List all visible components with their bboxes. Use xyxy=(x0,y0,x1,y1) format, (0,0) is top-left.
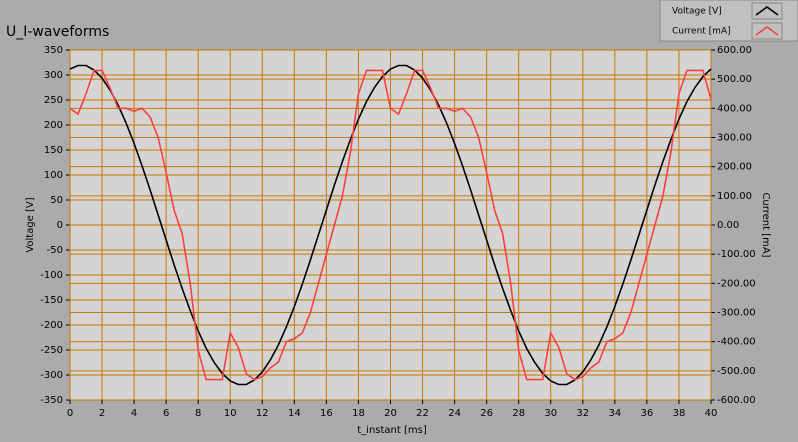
y-tick-label: 50 xyxy=(50,195,63,206)
series-line xyxy=(69,64,712,386)
legend-label: Voltage [V] xyxy=(672,7,722,17)
y2-tick-label: 0.00 xyxy=(717,220,739,231)
x-tick-label: 4 xyxy=(131,408,137,419)
x-tick-label: 26 xyxy=(480,408,493,419)
y-tick-label: -100 xyxy=(40,270,63,281)
y-tick-label: 200 xyxy=(44,120,63,131)
x-tick-label: 18 xyxy=(352,408,365,419)
y2-tick-label: -200.00 xyxy=(717,278,756,289)
y-tick-label: 0 xyxy=(57,220,63,231)
y2-tick-label: 100.00 xyxy=(717,191,752,202)
x-tick-label: 12 xyxy=(256,408,269,419)
y-tick-label: -50 xyxy=(47,245,63,256)
x-tick-label: 8 xyxy=(195,408,201,419)
x-tick-label: 14 xyxy=(288,408,301,419)
y-tick-label: 250 xyxy=(44,95,63,106)
y2-tick-label: 500.00 xyxy=(717,74,752,85)
y2-tick-label: -100.00 xyxy=(717,249,756,260)
x-tick-label: 10 xyxy=(224,408,237,419)
y-tick-label: -200 xyxy=(40,320,63,331)
y2-tick-label: 400.00 xyxy=(717,103,752,114)
x-tick-label: 28 xyxy=(512,408,525,419)
x-tick-label: 38 xyxy=(673,408,686,419)
y2-tick-label: -400.00 xyxy=(717,337,756,348)
y-tick-label: -150 xyxy=(40,295,63,306)
x-tick-label: 0 xyxy=(67,408,73,419)
chart-title: U_I-waveforms xyxy=(6,24,109,40)
legend-label: Current [mA] xyxy=(672,27,731,37)
y-tick-label: -250 xyxy=(40,345,63,356)
y-tick-label: 300 xyxy=(44,70,63,81)
x-tick-label: 16 xyxy=(320,408,333,419)
y2-tick-label: -600.00 xyxy=(717,395,756,406)
x-tick-label: 36 xyxy=(641,408,654,419)
x-tick-label: 22 xyxy=(416,408,429,419)
legend-swatch-box xyxy=(751,22,783,40)
x-tick-label: 32 xyxy=(576,408,589,419)
y-tick-label: 150 xyxy=(44,145,63,156)
y-tick-label: -350 xyxy=(40,395,63,406)
y2-tick-label: -500.00 xyxy=(717,366,756,377)
y2-tick-label: 600.00 xyxy=(717,45,752,56)
x-tick-label: 30 xyxy=(544,408,557,419)
x-tick-label: 34 xyxy=(608,408,621,419)
legend-swatch xyxy=(755,26,779,36)
y2-axis-label: Current [mA] xyxy=(760,192,771,257)
x-axis-label: t_instant [ms] xyxy=(357,425,427,436)
y2-tick-label: 200.00 xyxy=(717,162,752,173)
x-tick-label: 2 xyxy=(99,408,105,419)
x-tick-label: 40 xyxy=(705,408,718,419)
y-tick-label: 100 xyxy=(44,170,63,181)
y2-tick-label: 300.00 xyxy=(717,133,752,144)
y-tick-label: -300 xyxy=(40,370,63,381)
y-axis-label: Voltage [V] xyxy=(25,197,36,252)
legend-swatch xyxy=(755,6,779,16)
x-tick-label: 20 xyxy=(384,408,397,419)
legend-swatch-box xyxy=(751,2,783,20)
x-tick-label: 6 xyxy=(163,408,169,419)
y2-tick-label: -300.00 xyxy=(717,308,756,319)
x-tick-label: 24 xyxy=(448,408,461,419)
series-line xyxy=(69,69,712,381)
y-tick-label: 350 xyxy=(44,45,63,56)
